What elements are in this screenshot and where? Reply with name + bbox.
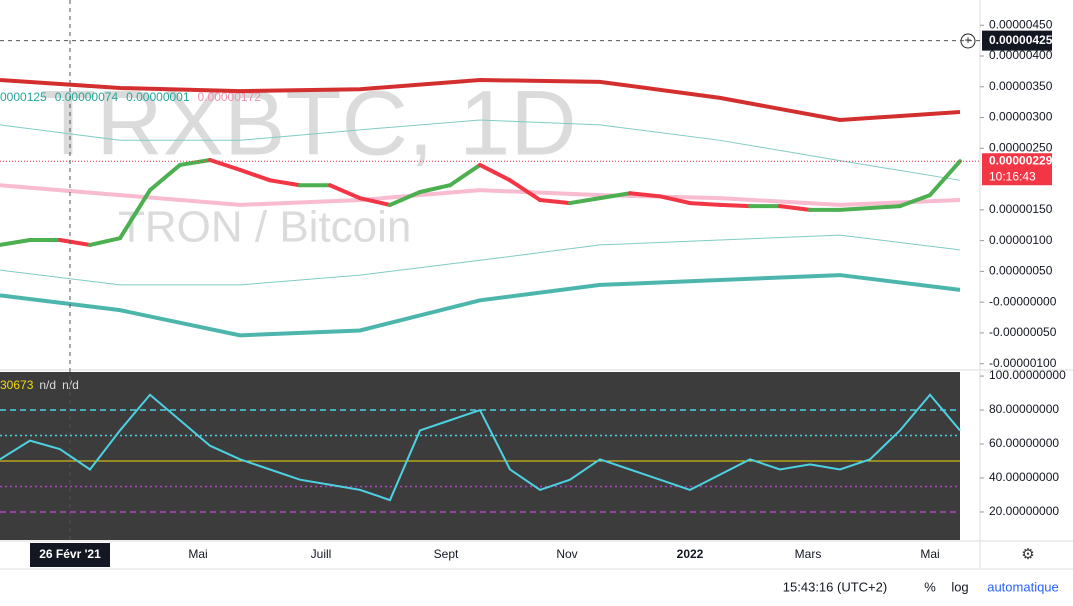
band-line: [0, 77, 961, 123]
price-segment: [508, 178, 542, 202]
legend-value: 0.00000172: [198, 90, 262, 104]
price-segment: [88, 236, 122, 247]
log-toggle[interactable]: log: [951, 579, 968, 594]
price-segment: [208, 158, 242, 172]
price-segment: [448, 162, 482, 188]
y-tick-label: 0.00000400: [989, 48, 1053, 62]
price-segment: [418, 183, 452, 194]
y-tick-label: -0.00000100: [989, 356, 1057, 370]
price-segment: [688, 201, 722, 207]
price-segment: [628, 191, 662, 199]
y-tick-label: 0.00000050: [989, 264, 1053, 278]
settings-icon[interactable]: ⚙: [1021, 546, 1034, 563]
y-tick-label: 100.00000000: [989, 368, 1066, 382]
legend: 0000125 0.00000074 0.00000001 0.00000172 306…: [0, 90, 261, 392]
price-segment: [358, 196, 392, 207]
price-segment: [538, 198, 572, 206]
crosshair-box: [982, 30, 1052, 51]
y-tick-label: 40.00000000: [989, 470, 1059, 484]
price-segment: [118, 188, 152, 241]
auto-toggle[interactable]: automatique: [987, 579, 1059, 594]
price-segment: [658, 194, 692, 206]
last-price-box: [982, 153, 1052, 186]
band-line: [0, 119, 961, 181]
time-label: Nov: [556, 547, 577, 561]
time-label: Mars: [795, 547, 822, 561]
price-segment: [388, 190, 422, 207]
watermark-subtitle: TRON / Bitcoin: [118, 203, 411, 252]
y-tick-label: 20.00000000: [989, 504, 1059, 518]
last-price-label: 0.00000229: [989, 153, 1053, 167]
price-segment: [148, 162, 182, 193]
y-tick-label: 0.00000250: [989, 140, 1053, 154]
percent-toggle[interactable]: %: [924, 579, 936, 594]
y-tick-label: 0.00000350: [989, 79, 1053, 93]
price-segment: [898, 193, 932, 209]
price-segment: [328, 183, 362, 201]
time-label: Sept: [434, 547, 459, 561]
time-label: Mai: [188, 547, 207, 561]
time-highlight-box: [30, 543, 110, 567]
y-tick-label: 0.00000150: [989, 202, 1053, 216]
rsi-line: [0, 393, 961, 502]
time-label: Mai: [920, 547, 939, 561]
price-segment: [0, 238, 32, 247]
legend-value: 0.00000074: [55, 90, 119, 104]
price-segment: [598, 191, 632, 201]
countdown: 10:16:43: [989, 169, 1036, 183]
time-highlight: 26 Févr '21: [39, 547, 101, 561]
y-tick-label: 0.00000300: [989, 110, 1053, 124]
band-line: [0, 273, 961, 338]
price-segment: [238, 167, 272, 183]
time-label: 2022: [677, 547, 704, 561]
crosshair-label: 0.00000425: [989, 33, 1053, 47]
legend-value: 0.00000001: [126, 90, 190, 104]
band-line: [0, 183, 961, 207]
rsi-background: [0, 372, 960, 540]
y-tick-label: 80.00000000: [989, 402, 1059, 416]
price-segment: [178, 158, 212, 167]
y-tick-label: 60.00000000: [989, 436, 1059, 450]
price-segment: [928, 159, 962, 198]
y-tick-label: -0.00000050: [989, 325, 1057, 339]
price-segment: [838, 206, 872, 212]
price-segment: [718, 202, 752, 209]
price-segment: [478, 162, 512, 183]
legend-value: 0000125: [0, 90, 47, 104]
rsi-legend-value: n/d: [39, 378, 56, 392]
y-tick-label: 0.00000450: [989, 17, 1053, 31]
price-segment: [268, 178, 302, 188]
price-segment: [868, 204, 902, 210]
time-label: Juill: [311, 547, 332, 561]
price-segment: [778, 204, 812, 212]
y-tick-label: 0.00000100: [989, 233, 1053, 247]
y-tick-label: -0.00000000: [989, 294, 1057, 308]
status-time: 15:43:16 (UTC+2): [783, 579, 887, 594]
rsi-legend-value: 30673: [0, 378, 34, 392]
price-segment: [568, 196, 602, 206]
price-segment: [58, 238, 92, 247]
band-line: [0, 234, 961, 286]
